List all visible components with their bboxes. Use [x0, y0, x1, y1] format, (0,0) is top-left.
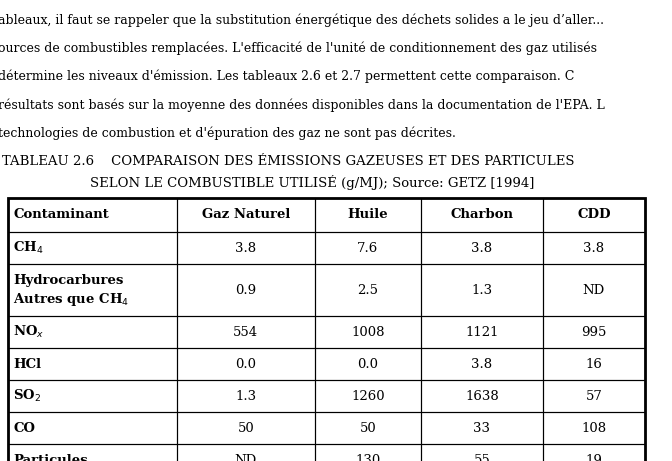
Text: 0.9: 0.9	[235, 284, 257, 296]
Bar	[421, 348, 543, 380]
Bar	[543, 444, 645, 461]
Text: 130: 130	[355, 454, 380, 461]
Text: Hydrocarbures: Hydrocarbures	[13, 274, 124, 287]
Bar	[314, 348, 421, 380]
Text: CDD: CDD	[577, 208, 611, 221]
Bar	[177, 412, 314, 444]
Bar	[314, 198, 421, 232]
Bar	[543, 232, 645, 264]
Text: 50: 50	[360, 421, 376, 435]
Text: ources de combustibles remplacées. L'efficacité de l'unité de conditionnement de: ources de combustibles remplacées. L'eff…	[0, 42, 597, 55]
Text: 995: 995	[581, 325, 607, 338]
Text: ND: ND	[583, 284, 605, 296]
Text: Autres que CH$_4$: Autres que CH$_4$	[13, 291, 129, 308]
Bar	[8, 264, 177, 316]
Text: 7.6: 7.6	[357, 242, 378, 254]
Text: 108: 108	[581, 421, 606, 435]
Bar	[8, 444, 177, 461]
Bar	[421, 316, 543, 348]
Text: SELON LE COMBUSTIBLE UTILISÉ (g/MJ); Source: GETZ [1994]: SELON LE COMBUSTIBLE UTILISÉ (g/MJ); Sou…	[90, 175, 534, 190]
Bar	[177, 198, 314, 232]
Text: CH$_4$: CH$_4$	[13, 240, 44, 256]
Bar	[543, 316, 645, 348]
Bar	[314, 264, 421, 316]
Bar	[8, 232, 177, 264]
Text: détermine les niveaux d'émission. Les tableaux 2.6 et 2.7 permettent cette compa: détermine les niveaux d'émission. Les ta…	[0, 70, 575, 83]
Bar	[8, 198, 645, 461]
Bar	[8, 380, 177, 412]
Bar	[314, 316, 421, 348]
Text: Particules: Particules	[13, 454, 87, 461]
Bar	[543, 380, 645, 412]
Bar	[543, 412, 645, 444]
Bar	[177, 264, 314, 316]
Text: 33: 33	[473, 421, 491, 435]
Bar	[421, 232, 543, 264]
Text: NO$_x$: NO$_x$	[13, 324, 44, 340]
Text: 3.8: 3.8	[471, 242, 493, 254]
Text: 2.5: 2.5	[358, 284, 378, 296]
Text: 16: 16	[585, 357, 602, 371]
Bar	[543, 264, 645, 316]
Text: 57: 57	[585, 390, 602, 402]
Bar	[314, 232, 421, 264]
Bar	[177, 348, 314, 380]
Text: 3.8: 3.8	[471, 357, 493, 371]
Text: résultats sont basés sur la moyenne des données disponibles dans la documentatio: résultats sont basés sur la moyenne des …	[0, 98, 605, 112]
Text: 1008: 1008	[351, 325, 384, 338]
Text: 55: 55	[474, 454, 490, 461]
Text: 19: 19	[585, 454, 602, 461]
Bar	[543, 198, 645, 232]
Text: 1638: 1638	[465, 390, 499, 402]
Text: 1260: 1260	[351, 390, 384, 402]
Bar	[8, 412, 177, 444]
Text: 0.0: 0.0	[235, 357, 257, 371]
Text: 1121: 1121	[465, 325, 499, 338]
Text: SO$_2$: SO$_2$	[13, 388, 41, 404]
Bar	[421, 412, 543, 444]
Text: 50: 50	[237, 421, 254, 435]
Text: ND: ND	[235, 454, 257, 461]
Text: 1.3: 1.3	[235, 390, 257, 402]
Bar	[177, 316, 314, 348]
Bar	[314, 380, 421, 412]
Text: 0.0: 0.0	[358, 357, 378, 371]
Text: 3.8: 3.8	[583, 242, 604, 254]
Text: Contaminant: Contaminant	[13, 208, 109, 221]
Bar	[314, 412, 421, 444]
Bar	[314, 444, 421, 461]
Text: HCl: HCl	[13, 357, 41, 371]
Bar	[421, 198, 543, 232]
Bar	[421, 380, 543, 412]
Bar	[177, 380, 314, 412]
Text: technologies de combustion et d'épuration des gaz ne sont pas décrites.: technologies de combustion et d'épuratio…	[0, 126, 456, 140]
Bar	[177, 232, 314, 264]
Bar	[8, 198, 177, 232]
Bar	[421, 444, 543, 461]
Bar	[421, 264, 543, 316]
Text: CO: CO	[13, 421, 35, 435]
Text: Gaz Naturel: Gaz Naturel	[202, 208, 290, 221]
Bar	[177, 444, 314, 461]
Text: Charbon: Charbon	[450, 208, 513, 221]
Text: 554: 554	[233, 325, 259, 338]
Text: TABLEAU 2.6    COMPARAISON DES ÉMISSIONS GAZEUSES ET DES PARTICULES: TABLEAU 2.6 COMPARAISON DES ÉMISSIONS GA…	[2, 155, 575, 168]
Text: 3.8: 3.8	[235, 242, 257, 254]
Bar	[8, 348, 177, 380]
Text: ableaux, il faut se rappeler que la substitution énergétique des déchets solides: ableaux, il faut se rappeler que la subs…	[0, 14, 604, 28]
Text: Huile: Huile	[347, 208, 388, 221]
Text: 1.3: 1.3	[471, 284, 493, 296]
Bar	[8, 316, 177, 348]
Bar	[543, 348, 645, 380]
